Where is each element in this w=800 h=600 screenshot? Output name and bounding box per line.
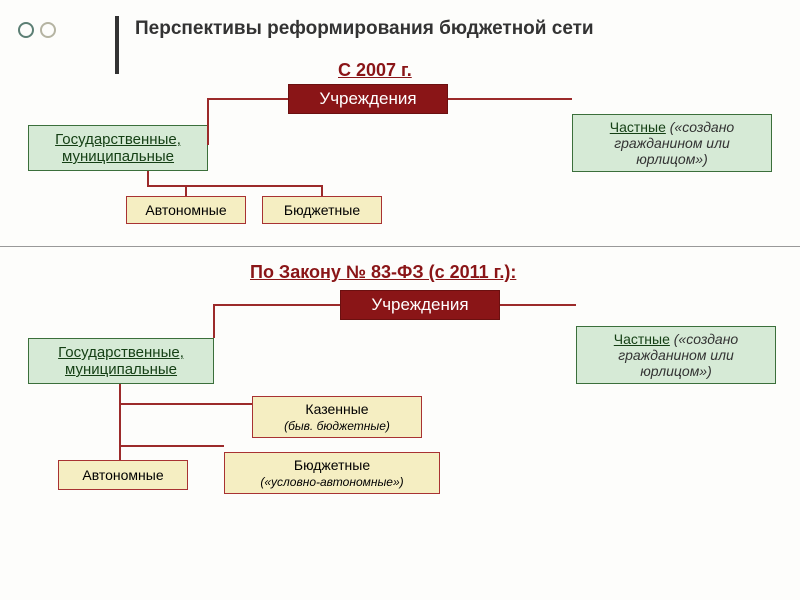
s2-autonomous: Автономные — [58, 460, 188, 490]
s1-autonomous-label: Автономные — [139, 200, 232, 220]
bullet-1 — [18, 22, 34, 38]
s1-private-label: Частные («создано гражданином или юрлицо… — [573, 117, 771, 169]
s2-gov: Государственные, муниципальные — [28, 338, 214, 384]
s2-root-label: Учреждения — [365, 293, 474, 317]
s2-treasury-label: Казенные (быв. бюджетные) — [278, 399, 396, 436]
page-title: Перспективы реформирования бюджетной сет… — [135, 18, 594, 40]
section-divider — [0, 246, 800, 247]
s1-budget: Бюджетные — [262, 196, 382, 224]
s1-root-label: Учреждения — [313, 87, 422, 111]
s2-budget: Бюджетные («условно-автономные») — [224, 452, 440, 494]
s1-gov: Государственные, муниципальные — [28, 125, 208, 171]
s2-gov-label: Государственные, муниципальные — [29, 342, 213, 380]
s1-private: Частные («создано гражданином или юрлицо… — [572, 114, 772, 172]
s2-private-label: Частные («создано гражданином или юрлицо… — [577, 329, 775, 381]
s2-root: Учреждения — [340, 290, 500, 320]
slide-bullets — [18, 22, 58, 43]
s2-treasury: Казенные (быв. бюджетные) — [252, 396, 422, 438]
s1-root: Учреждения — [288, 84, 448, 114]
s1-autonomous: Автономные — [126, 196, 246, 224]
section2-subtitle: По Закону № 83-ФЗ (c 2011 г.): — [250, 262, 516, 283]
section1-subtitle: С 2007 г. — [338, 60, 412, 81]
s2-budget-label: Бюджетные («условно-автономные») — [254, 455, 409, 492]
title-rule — [115, 16, 119, 74]
s2-autonomous-label: Автономные — [76, 465, 169, 485]
s1-budget-label: Бюджетные — [278, 200, 366, 220]
s1-gov-label: Государственные, муниципальные — [29, 129, 207, 167]
s2-private: Частные («создано гражданином или юрлицо… — [576, 326, 776, 384]
bullet-2 — [40, 22, 56, 38]
